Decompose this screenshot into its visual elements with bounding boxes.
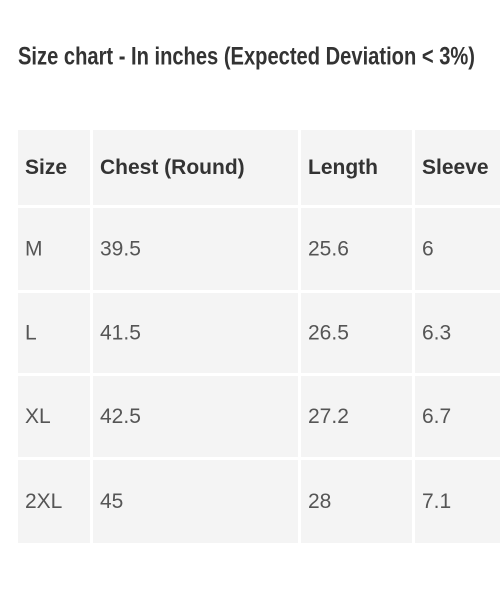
title: Size chart - In inches (Expected Deviati…: [18, 43, 475, 71]
table-cell-text: 41.5: [100, 322, 141, 345]
table-cell-text: XL: [25, 405, 51, 428]
table-cell-text: 2XL: [25, 490, 62, 513]
table-cell: [415, 460, 500, 543]
table-cell: [18, 293, 90, 373]
table-cell-text: M: [25, 238, 43, 261]
table-cell-text: 6.3: [422, 322, 451, 345]
table-cell: [93, 130, 298, 205]
table-cell-text: 7.1: [422, 490, 451, 513]
table-cell: [93, 293, 298, 373]
table-cell: [18, 460, 90, 543]
column-header: Sleeve: [422, 156, 489, 179]
table-cell-text: 28: [308, 490, 331, 513]
size-table: Size Chest (Round) Length Sleeve M 39.5 25.6 6 L…: [18, 130, 500, 543]
table-cell: [93, 460, 298, 543]
table-cell-text: 27.2: [308, 405, 349, 428]
column-header: Size: [25, 156, 67, 179]
table-cell: [415, 293, 500, 373]
table-cell: [415, 208, 500, 290]
column-header: Length: [308, 156, 378, 179]
table-cell-text: 42.5: [100, 405, 141, 428]
table-cell: [415, 130, 500, 205]
table-cell: [18, 130, 90, 205]
table-cell-text: 25.6: [308, 238, 349, 261]
table-cell-text: L: [25, 322, 37, 345]
table-cell: [415, 376, 500, 457]
table-cell: [301, 376, 412, 457]
table-cell: [301, 130, 412, 205]
table-cell: [18, 376, 90, 457]
table-cell: [301, 293, 412, 373]
table-cell-text: 26.5: [308, 322, 349, 345]
table-cell-text: 6.7: [422, 405, 451, 428]
table-cell: [301, 208, 412, 290]
table-cell: [301, 460, 412, 543]
table-cell-text: 39.5: [100, 238, 141, 261]
table-cell: [93, 376, 298, 457]
column-header: Chest (Round): [100, 156, 245, 179]
table-cell: [93, 208, 298, 290]
table-cell: [18, 208, 90, 290]
table-cell-text: 6: [422, 238, 434, 261]
table-cell-text: 45: [100, 490, 123, 513]
